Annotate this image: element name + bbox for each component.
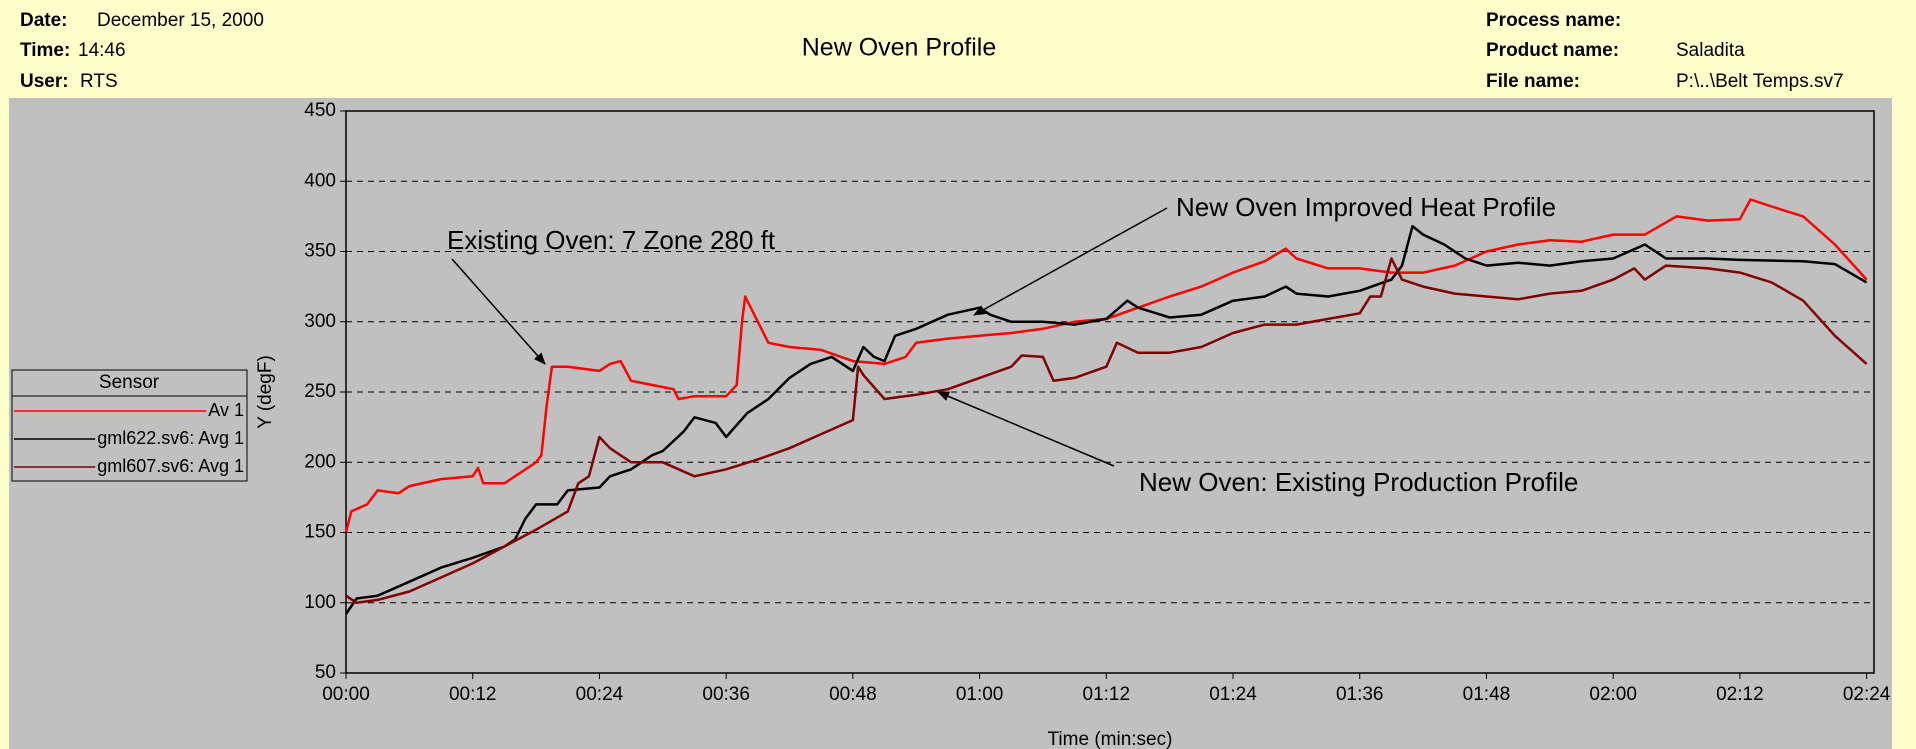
- legend-label: gml607.sv6: Avg 1: [97, 456, 244, 476]
- file-label: File name:: [1486, 71, 1580, 92]
- series-line: [344, 198, 1868, 533]
- legend-title: Sensor: [99, 372, 160, 393]
- legend-label: gml622.sv6: Avg 1: [97, 428, 244, 448]
- x-tick-label: 02:00: [1589, 684, 1637, 705]
- x-tick-label: 02:12: [1716, 684, 1764, 705]
- y-tick-label: 300: [304, 311, 336, 332]
- file: P:\..\Belt Temps.sv7: [1676, 71, 1844, 92]
- y-tick-label: 100: [304, 592, 336, 613]
- legend-label-bg: [95, 427, 244, 448]
- x-axis-label: Time (min:sec): [1048, 729, 1173, 749]
- product-label: Product name:: [1486, 40, 1619, 61]
- x-tick-label: 00:36: [702, 684, 750, 705]
- legend-label-bg: [95, 455, 244, 476]
- x-tick-label: 01:24: [1209, 684, 1257, 705]
- date-label: Date:: [20, 10, 68, 31]
- user-label: User:: [20, 71, 69, 92]
- y-tick-label: 50: [315, 662, 336, 683]
- x-tick-label: 00:00: [322, 684, 370, 705]
- x-tick-label: 00:48: [829, 684, 877, 705]
- y-tick-label: 150: [304, 522, 336, 543]
- x-tick-label: 01:12: [1083, 684, 1131, 705]
- product: Saladita: [1676, 40, 1745, 61]
- series-line: [345, 257, 1868, 605]
- y-axis-label: Y (degF): [255, 355, 276, 429]
- legend-label: Av 1: [208, 400, 244, 420]
- x-tick-label: 00:12: [449, 684, 497, 705]
- annotation: New Oven: Existing Production Profile: [1139, 467, 1578, 497]
- header-bar: [0, 0, 1916, 98]
- annotation-arrow: [937, 391, 1115, 467]
- x-tick-label: 00:24: [576, 684, 624, 705]
- user: RTS: [80, 71, 118, 92]
- x-tick-label: 01:00: [956, 684, 1004, 705]
- legend-label-bg: [206, 399, 244, 420]
- time-label: Time:: [20, 40, 70, 61]
- y-tick-label: 450: [304, 100, 336, 121]
- chart-title: New Oven Profile: [802, 34, 997, 62]
- x-tick-label: 01:48: [1463, 684, 1511, 705]
- process-label: Process name:: [1486, 10, 1621, 31]
- y-tick-label: 400: [304, 170, 336, 191]
- time: 14:46: [78, 40, 126, 61]
- y-tick-label: 350: [304, 241, 336, 262]
- y-tick-label: 200: [304, 451, 336, 472]
- annotation-arrow: [451, 258, 546, 365]
- annotation: New Oven Improved Heat Profile: [1176, 192, 1556, 222]
- y-tick-label: 250: [304, 381, 336, 402]
- annotation: Existing Oven: 7 Zone 280 ft: [447, 225, 776, 255]
- date: December 15, 2000: [97, 10, 264, 31]
- annotation-arrow: [973, 207, 1168, 316]
- x-tick-label: 02:24: [1843, 684, 1891, 705]
- x-tick-label: 01:36: [1336, 684, 1384, 705]
